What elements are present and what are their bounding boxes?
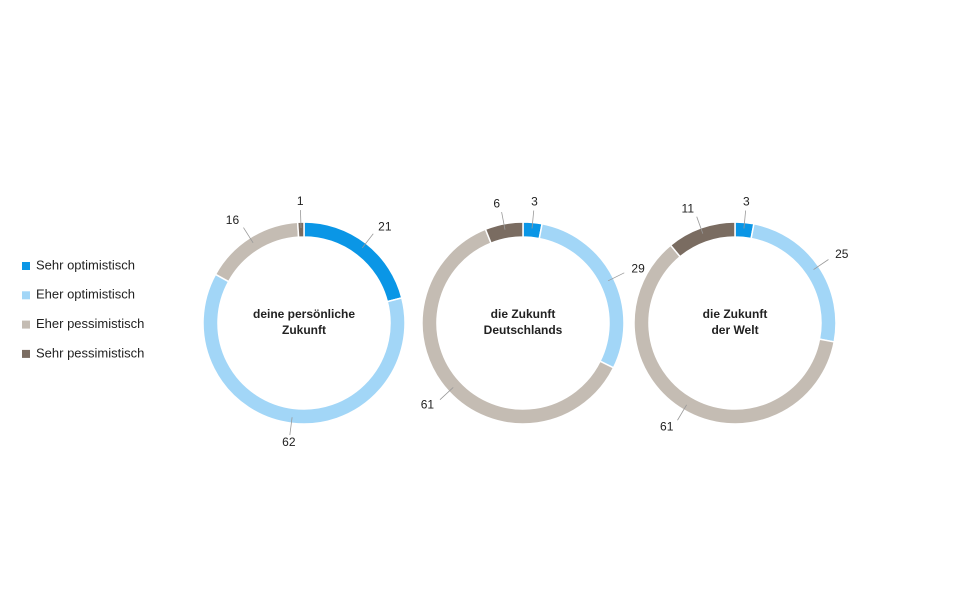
donut-segment	[538, 222, 625, 369]
value-label: 61	[421, 397, 435, 411]
value-label: 62	[282, 435, 296, 449]
legend-label: Eher pessimistisch	[36, 316, 144, 331]
center-label: Zukunft	[282, 323, 326, 337]
value-label: 25	[835, 247, 849, 261]
value-label: 1	[297, 194, 304, 208]
leader-line	[439, 387, 454, 400]
legend-label: Sehr pessimistisch	[36, 345, 144, 360]
legend-swatch	[22, 320, 30, 329]
leader-line	[696, 216, 704, 234]
legend-label: Eher optimistisch	[36, 287, 135, 302]
leader-line	[300, 210, 302, 229]
value-label: 16	[226, 213, 240, 227]
leader-line	[243, 227, 254, 244]
value-label: 21	[378, 220, 392, 234]
donut-segment	[296, 221, 305, 238]
value-label: 29	[631, 261, 645, 275]
donut-segment	[484, 221, 524, 245]
leader-line	[677, 404, 687, 421]
legend-swatch	[22, 349, 30, 358]
legend-swatch	[22, 291, 30, 300]
donut-segment	[303, 221, 403, 303]
donut-segment	[214, 221, 300, 283]
leader-line	[813, 259, 829, 270]
value-label: 3	[531, 195, 538, 209]
center-label: deine persönliche	[253, 307, 355, 321]
legend-label: Sehr optimistisch	[36, 257, 135, 272]
leader-line	[607, 272, 625, 282]
leader-line	[501, 211, 506, 230]
leader-line	[743, 210, 747, 229]
leader-line	[289, 417, 293, 436]
leader-line	[361, 233, 374, 249]
center-label: Deutschlands	[484, 323, 563, 337]
value-label: 6	[493, 196, 500, 210]
legend-swatch	[22, 262, 30, 270]
donut-segment	[202, 273, 406, 425]
value-label: 11	[682, 201, 695, 215]
center-label: die Zukunft	[703, 307, 768, 321]
center-label: der Welt	[711, 323, 758, 337]
center-label: die Zukunft	[491, 307, 556, 321]
donut-segment	[669, 221, 736, 258]
leader-line	[531, 210, 535, 229]
donut-segment	[750, 222, 837, 343]
value-label: 61	[660, 419, 674, 433]
value-label: 3	[743, 195, 750, 209]
